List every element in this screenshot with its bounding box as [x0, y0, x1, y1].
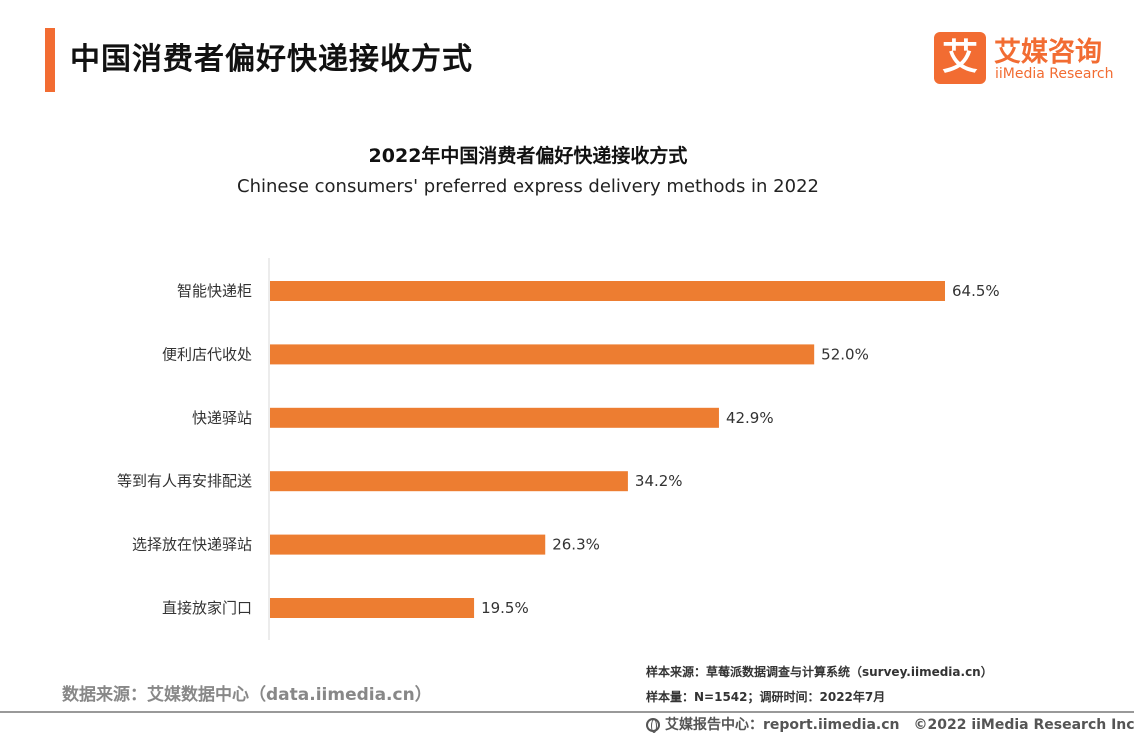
- globe-icon: [646, 718, 660, 733]
- iimedia-logo: 艾 艾媒咨询 iiMedia Research: [934, 32, 1114, 88]
- footer-bottom: 艾媒报告中心：report.iimedia.cn ©2022 iiMedia Re…: [646, 714, 1134, 734]
- report-center: 艾媒报告中心：report.iimedia.cn: [665, 717, 900, 733]
- logo-name-cn: 艾媒咨询: [994, 37, 1102, 68]
- bar: [270, 534, 546, 555]
- copyright: ©2022 iiMedia Research Inc: [913, 717, 1134, 733]
- bar: [270, 281, 945, 301]
- chart-subtitle: Chinese consumers' preferred express del…: [237, 176, 819, 197]
- category-label: 等到有人再安排配送: [117, 472, 252, 490]
- data-source: 数据来源：艾媒数据中心（data.iimedia.cn）: [62, 685, 432, 705]
- title-accent-bar: [45, 28, 55, 92]
- sample-source: 样本来源：草莓派数据调查与计算系统（survey.iimedia.cn）: [646, 665, 993, 679]
- category-label: 快递驿站: [192, 409, 252, 427]
- value-label: 64.5%: [952, 282, 1000, 300]
- page-title: 中国消费者偏好快递接收方式: [70, 42, 473, 77]
- bar: [270, 344, 815, 365]
- sample-size: 样本量：N=1542；调研时间：2022年7月: [646, 690, 886, 704]
- category-label: 直接放家门口: [162, 599, 252, 617]
- category-label: 便利店代收处: [162, 345, 252, 363]
- footer-divider: [0, 711, 1134, 713]
- bar: [270, 471, 628, 492]
- category-label: 智能快递柜: [177, 282, 252, 300]
- chart-title: 2022年中国消费者偏好快递接收方式: [368, 145, 688, 167]
- logo-name-en: iiMedia Research: [995, 66, 1114, 82]
- bar: [270, 407, 719, 428]
- value-label: 52.0%: [821, 345, 869, 363]
- value-label: 42.9%: [726, 409, 774, 427]
- value-label: 19.5%: [481, 599, 529, 617]
- bar: [270, 598, 475, 618]
- logo-mark: 艾: [934, 32, 986, 84]
- value-label: 26.3%: [552, 536, 600, 554]
- value-label: 34.2%: [635, 472, 683, 490]
- category-label: 选择放在快递驿站: [132, 536, 252, 554]
